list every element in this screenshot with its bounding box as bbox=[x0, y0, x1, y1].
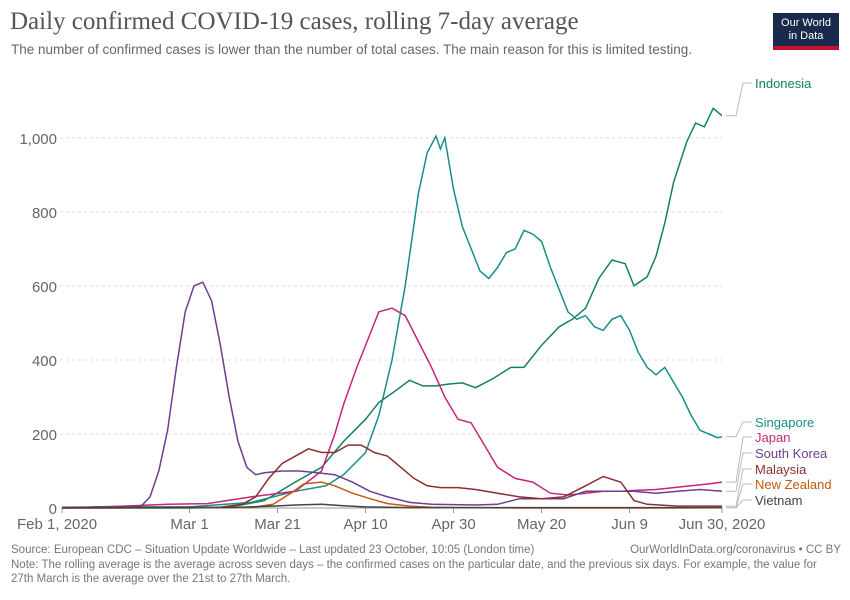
legend-label: Japan bbox=[755, 430, 790, 445]
y-tick-label: 200 bbox=[32, 427, 57, 444]
logo-line-2: in Data bbox=[788, 30, 824, 42]
y-tick-label: 1,000 bbox=[19, 131, 57, 148]
logo-line-1: Our World bbox=[781, 17, 831, 29]
chart-title: Daily confirmed COVID-19 cases, rolling … bbox=[10, 8, 579, 35]
x-tick-label: Apr 30 bbox=[431, 516, 475, 533]
legend-connector bbox=[726, 421, 752, 438]
series-line-vietnam bbox=[62, 503, 722, 509]
legend-label: South Korea bbox=[755, 446, 828, 461]
x-tick-label: Jun 9 bbox=[611, 516, 648, 533]
series-line-indonesia bbox=[62, 107, 722, 509]
x-tick-label: Jun 30, 2020 bbox=[679, 516, 766, 533]
series-line-japan bbox=[62, 307, 722, 509]
legend-label: Singapore bbox=[755, 415, 814, 430]
series-line-malaysia bbox=[62, 444, 722, 509]
y-tick-label: 400 bbox=[32, 353, 57, 370]
y-tick-label: 800 bbox=[32, 205, 57, 222]
y-tick-label: 0 bbox=[49, 501, 57, 518]
x-tick-label: Feb 1, 2020 bbox=[17, 516, 97, 533]
legend-label: Malaysia bbox=[755, 462, 807, 477]
legend-connector bbox=[726, 468, 752, 507]
series-line-singapore bbox=[62, 134, 722, 509]
chart-subtitle: The number of confirmed cases is lower t… bbox=[11, 42, 693, 57]
y-tick-label: 600 bbox=[32, 279, 57, 296]
source-text: Source: European CDC – Situation Update … bbox=[11, 544, 535, 556]
x-tick-label: Apr 10 bbox=[343, 516, 387, 533]
chart-footer: Source: European CDC – Situation Update … bbox=[11, 543, 841, 587]
line-chart: 0 200 400 600 800 1,000 Feb 1, 2020 Mar 1 Mar 21… bbox=[17, 76, 832, 533]
legend-label: Indonesia bbox=[755, 76, 812, 91]
x-tick-label: Mar 21 bbox=[254, 516, 301, 533]
x-tick-label: Mar 1 bbox=[170, 516, 208, 533]
legend-connector bbox=[726, 452, 752, 492]
note-text: Note: The rolling average is the average… bbox=[11, 558, 817, 586]
legend-connector bbox=[726, 499, 752, 509]
x-tick-label: May 20 bbox=[517, 516, 566, 533]
owid-logo[interactable]: Our World in Data bbox=[773, 13, 839, 50]
legend-connector bbox=[726, 82, 752, 117]
legend-connector bbox=[726, 436, 752, 483]
series-line-south-korea bbox=[62, 281, 722, 509]
credit-link[interactable]: OurWorldInData.org/coronavirus • CC BY bbox=[630, 544, 841, 556]
legend-label: New Zealand bbox=[755, 477, 832, 492]
legend-label: Vietnam bbox=[755, 493, 802, 508]
